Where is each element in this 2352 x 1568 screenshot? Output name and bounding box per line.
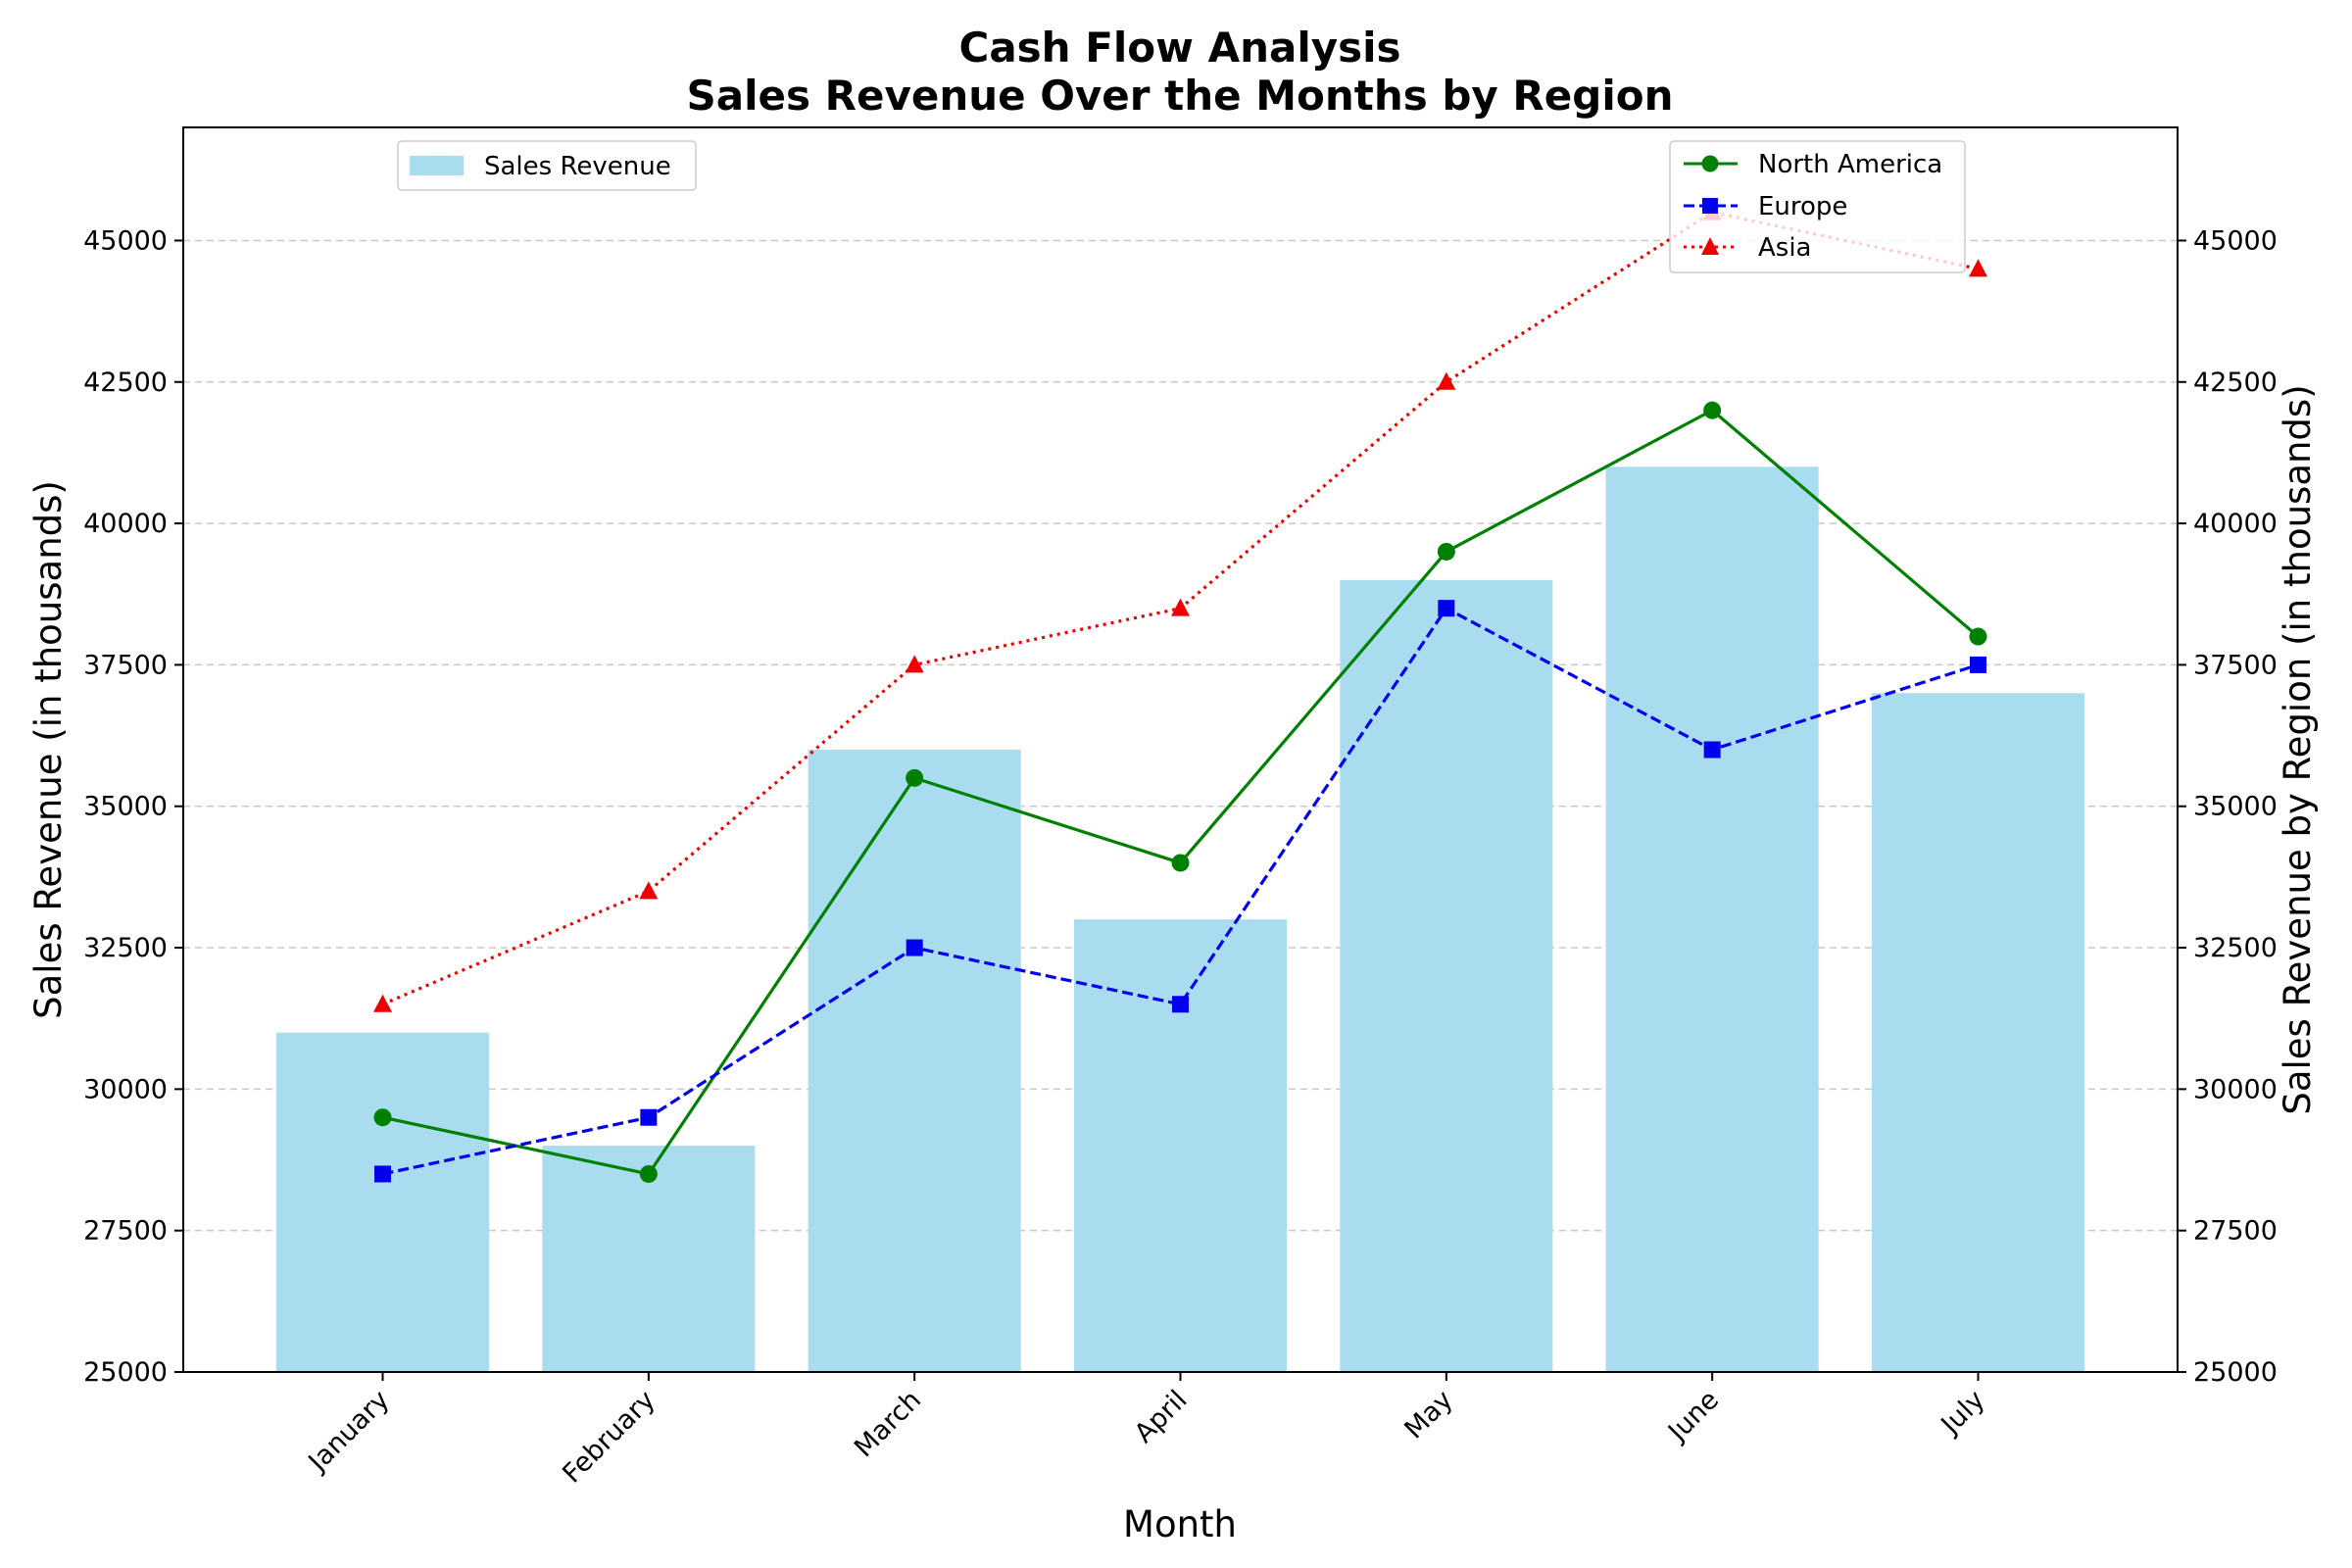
y-tick-label-right: 25000	[2193, 1357, 2278, 1388]
legend-marker-asia	[1701, 237, 1719, 255]
y-axis-right-label: Sales Revenue by Region (in thousands)	[2277, 384, 2319, 1114]
y-tick-label-left: 45000	[83, 225, 168, 256]
point-asia-january	[373, 994, 392, 1012]
x-tick-label-february: February	[557, 1385, 662, 1490]
chart-subtitle: Sales Revenue Over the Months by Region	[687, 72, 1674, 120]
y-tick-label-left: 37500	[83, 650, 168, 680]
y-tick-label-right: 42500	[2193, 368, 2278, 398]
point-north-america-july	[1969, 627, 1987, 646]
y-tick-label-left: 40000	[83, 509, 168, 539]
bar-january	[275, 1032, 490, 1372]
y-tick-label-left: 35000	[83, 792, 168, 822]
bar-legend: Sales Revenue	[397, 140, 697, 191]
point-north-america-february	[639, 1164, 658, 1183]
x-axis-label: Month	[1123, 1503, 1237, 1545]
chart-title: Cash Flow Analysis	[959, 24, 1401, 72]
point-asia-may	[1437, 371, 1456, 390]
y-tick-label-left: 42500	[83, 368, 168, 398]
point-asia-february	[639, 881, 659, 900]
legend-label-europe: Europe	[1758, 192, 1847, 221]
point-europe-february	[640, 1108, 658, 1126]
y-tick-label-left: 30000	[83, 1074, 168, 1104]
bar-february	[542, 1146, 756, 1372]
point-north-america-june	[1703, 401, 1722, 419]
x-tick-label-june: June	[1661, 1385, 1725, 1448]
point-north-america-january	[373, 1108, 392, 1127]
y-tick-label-right: 30000	[2193, 1074, 2278, 1104]
point-europe-january	[374, 1165, 391, 1183]
y-tick-label-right: 27500	[2193, 1216, 2278, 1247]
legend-label-north-america: North America	[1758, 150, 1942, 179]
legend-label-asia: Asia	[1758, 233, 1812, 263]
bar-april	[1073, 919, 1288, 1372]
bar-march	[808, 750, 1021, 1372]
y-tick-label-left: 25000	[83, 1357, 168, 1388]
bar-legend-frame	[397, 140, 697, 191]
legend-marker-north-america	[1701, 155, 1719, 172]
lines-layer	[373, 202, 1987, 1183]
bar-may	[1340, 579, 1553, 1372]
y-tick-label-right: 32500	[2193, 933, 2278, 963]
point-europe-march	[906, 939, 923, 956]
bars-layer	[275, 466, 2085, 1372]
x-tick-label-march: March	[849, 1385, 927, 1463]
y-tick-label-right: 35000	[2193, 792, 2278, 822]
x-tick-label-july: July	[1935, 1385, 1991, 1442]
y-tick-label-right: 37500	[2193, 650, 2278, 680]
x-tick-label-april: April	[1129, 1385, 1194, 1449]
point-asia-april	[1171, 598, 1190, 616]
point-north-america-may	[1437, 542, 1455, 561]
bar-july	[1871, 693, 2085, 1372]
lines-legend-items: North America Europe Asia	[1684, 150, 1942, 263]
point-europe-july	[1970, 656, 1986, 673]
bar-legend-label: Sales Revenue	[484, 152, 671, 181]
y-tick-label-left: 32500	[83, 933, 168, 963]
y-tick-label-right: 40000	[2193, 509, 2278, 539]
x-tick-label-may: May	[1398, 1385, 1458, 1445]
x-tick-label-january: January	[302, 1385, 396, 1479]
lines-legend-frame	[1669, 140, 1966, 273]
point-asia-march	[905, 655, 924, 673]
y-tick-label-left: 27500	[83, 1216, 168, 1247]
point-europe-june	[1703, 741, 1721, 759]
y-tick-label-right: 45000	[2193, 225, 2278, 256]
lines-legend: North America Europe Asia	[1669, 140, 1966, 273]
point-north-america-march	[906, 768, 924, 787]
point-north-america-april	[1171, 854, 1190, 872]
y-axis-label: Sales Revenue (in thousands)	[27, 480, 70, 1019]
point-europe-april	[1172, 996, 1189, 1013]
bar-june	[1605, 466, 1819, 1372]
legend-marker-europe	[1702, 198, 1718, 214]
bar-legend-swatch	[410, 156, 464, 175]
point-asia-july	[1969, 259, 1987, 277]
point-europe-may	[1438, 600, 1455, 617]
